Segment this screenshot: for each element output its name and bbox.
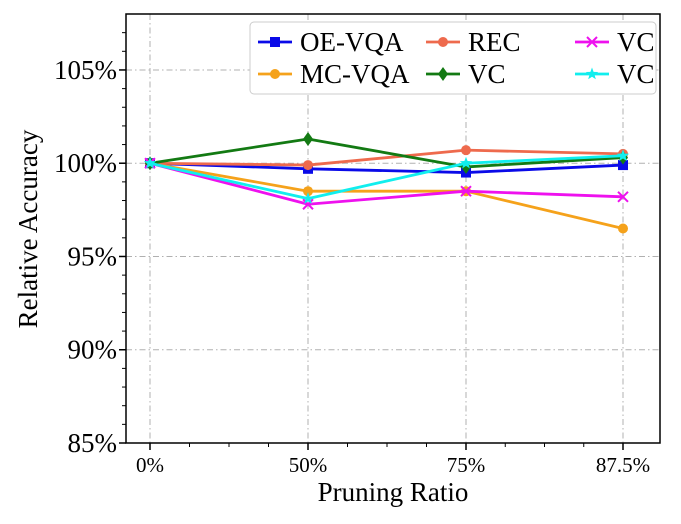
data-point	[143, 156, 157, 169]
legend-label: MC-VQA	[300, 59, 410, 89]
data-point	[617, 191, 629, 203]
axes: 85% 90% 95% 100% 105% 0% 50% 75% 87.5%	[54, 32, 650, 477]
data-point	[303, 160, 313, 171]
y-tick-label: 105%	[54, 55, 117, 85]
legend-marker	[270, 69, 280, 79]
legend-marker	[585, 67, 599, 80]
plot-frame	[125, 13, 661, 444]
data-point	[618, 160, 628, 171]
series-line-4	[149, 137, 624, 169]
x-tick-label: 0%	[136, 453, 164, 477]
legend-label: VC	[468, 59, 506, 89]
data-point	[459, 156, 473, 169]
series-line-3	[149, 148, 624, 167]
data-point	[301, 192, 315, 204]
y-tick-label: 90%	[68, 335, 118, 365]
legend-label: VC	[617, 59, 655, 89]
legend-marker	[270, 37, 280, 47]
legend-box	[249, 21, 657, 95]
y-tick-label: 95%	[68, 241, 118, 271]
series-line-1	[149, 161, 624, 174]
data-point	[303, 131, 313, 146]
legend-marker	[438, 37, 448, 47]
legend-label: VC	[617, 27, 655, 57]
data-point	[460, 185, 472, 197]
legend-label: REC	[468, 27, 521, 57]
series-line-5	[149, 161, 624, 206]
x-axis-label: Pruning Ratio	[318, 477, 469, 507]
data-point	[618, 223, 628, 234]
x-tick-label: 50%	[289, 453, 328, 477]
series-line-2	[149, 161, 624, 230]
legend-marker	[438, 67, 448, 81]
x-tick-label: 87.5%	[596, 453, 650, 477]
x-tick-label: 75%	[447, 453, 486, 477]
data-point	[461, 145, 471, 156]
data-point	[303, 186, 313, 197]
y-axis-label: Relative Accuracy	[13, 129, 43, 328]
series-line-6	[149, 154, 624, 201]
legend-label: OE-VQA	[300, 27, 404, 57]
legend-marker	[586, 36, 598, 48]
data-point	[302, 198, 314, 210]
y-tick-label: 85%	[68, 428, 118, 458]
series-layer	[143, 131, 630, 234]
data-point	[616, 149, 630, 162]
y-tick-label: 100%	[54, 148, 117, 178]
